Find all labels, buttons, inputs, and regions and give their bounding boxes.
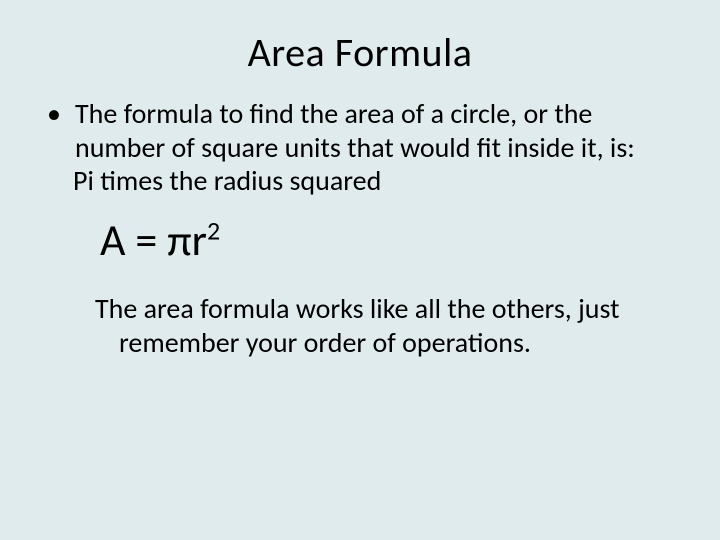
bullet-continuation: Pi times the radius squared	[45, 164, 675, 198]
bullet-item: • The formula to find the area of a circ…	[45, 97, 675, 164]
slide: Area Formula • The formula to find the a…	[0, 0, 720, 540]
slide-body: • The formula to find the area of a circ…	[0, 97, 720, 359]
bullet-marker: •	[45, 97, 75, 131]
formula: A = πr2	[45, 198, 675, 292]
formula-exponent: 2	[207, 214, 220, 246]
bullet-text: The formula to find the area of a circle…	[75, 97, 675, 164]
closing-text: The area formula works like all the othe…	[69, 292, 675, 359]
slide-title: Area Formula	[0, 0, 720, 97]
formula-base: A = πr	[100, 213, 207, 267]
